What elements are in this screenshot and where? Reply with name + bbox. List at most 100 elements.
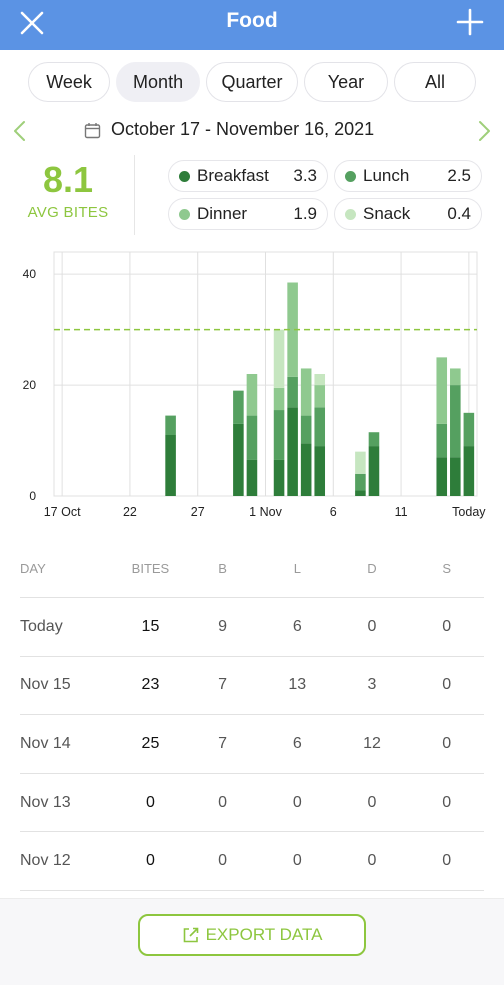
cell-lunch: 0 — [292, 793, 302, 811]
breakfast-dot — [179, 170, 190, 182]
date-range: October 17 - November 16, 2021 — [0, 116, 504, 146]
bar-breakfast — [300, 443, 312, 496]
legend-value: 3.3 — [293, 166, 317, 185]
period-quarter-button[interactable]: Quarter — [206, 62, 298, 102]
chevron-left-icon[interactable] — [10, 119, 30, 143]
cell-dinner: 3 — [367, 676, 377, 694]
legend-breakfast: Breakfast 3.3 — [168, 160, 328, 192]
x-tick-label: 11 — [395, 505, 408, 519]
cell-breakfast: 0 — [218, 852, 228, 870]
table-row[interactable]: Nov 15 23 7 13 3 0 — [20, 657, 484, 716]
daily-table: DAY BITES B L D S Today 15 9 6 0 0 Nov 1… — [20, 540, 484, 891]
bar-dinner — [436, 357, 448, 424]
bar-snack — [355, 451, 366, 474]
table-row[interactable]: Nov 13 0 0 0 0 0 — [20, 774, 484, 833]
x-tick-label: 6 — [330, 505, 337, 519]
average-summary: 8.1 AVG BITES — [14, 159, 122, 222]
bar-breakfast — [233, 423, 244, 496]
export-data-button[interactable]: EXPORT DATA — [138, 914, 366, 956]
cell-breakfast: 7 — [218, 734, 228, 752]
cell-breakfast: 0 — [218, 793, 228, 811]
bar-breakfast — [165, 435, 176, 496]
nav-bar: Food — [0, 0, 504, 50]
close-icon[interactable] — [18, 9, 46, 37]
cell-snack: 0 — [442, 852, 452, 870]
legend-value: 0.4 — [447, 204, 471, 223]
bar-lunch — [368, 432, 380, 447]
legend-name: Breakfast — [197, 166, 269, 185]
period-week-button[interactable]: Week — [28, 62, 111, 102]
bar-lunch — [165, 415, 176, 435]
cell-breakfast: 7 — [218, 676, 228, 694]
period-year-button[interactable]: Year — [303, 62, 388, 102]
dinner-dot — [179, 208, 190, 220]
legend-name: Lunch — [363, 166, 410, 185]
snack-dot — [345, 208, 356, 220]
bar-breakfast — [246, 459, 258, 496]
cell-bites: 0 — [145, 793, 155, 811]
table-row[interactable]: Nov 12 0 0 0 0 0 — [20, 832, 484, 891]
legend-lunch: Lunch 2.5 — [334, 160, 482, 192]
bar-lunch — [300, 415, 312, 444]
cell-snack: 0 — [442, 793, 452, 811]
bar-lunch — [463, 412, 475, 447]
table-row[interactable]: Nov 14 25 7 6 12 0 — [20, 715, 484, 774]
header-day: DAY — [20, 561, 46, 576]
y-tick-label: 40 — [23, 267, 37, 281]
bar-breakfast — [368, 446, 380, 496]
x-tick-label: 27 — [191, 505, 205, 519]
cell-lunch: 6 — [292, 617, 302, 635]
divider — [134, 155, 135, 235]
cell-breakfast: 9 — [218, 617, 228, 635]
header-snack: S — [442, 561, 451, 576]
bar-lunch — [450, 385, 461, 458]
legend-value: 2.5 — [447, 166, 471, 185]
bar-lunch — [314, 407, 326, 447]
cell-day: Nov 15 — [20, 676, 71, 694]
y-tick-label: 20 — [23, 378, 37, 392]
header-bites: BITES — [131, 561, 170, 576]
period-selector: Week Month Quarter Year All — [28, 62, 476, 102]
bar-breakfast — [450, 457, 461, 496]
cell-lunch: 0 — [292, 852, 302, 870]
cell-dinner: 0 — [367, 617, 377, 635]
x-tick-label: 1 Nov — [249, 505, 282, 519]
date-range-text[interactable]: October 17 - November 16, 2021 — [111, 119, 375, 139]
legend-snack: Snack 0.4 — [334, 198, 482, 230]
bar-lunch — [287, 376, 298, 408]
bar-lunch — [233, 390, 244, 424]
bar-dinner — [300, 368, 312, 416]
cell-lunch: 13 — [288, 676, 307, 694]
header-lunch: L — [293, 561, 301, 576]
cell-day: Nov 13 — [20, 793, 71, 811]
bar-dinner — [450, 368, 461, 386]
table-row[interactable]: Today 15 9 6 0 0 — [20, 598, 484, 657]
bar-snack — [314, 374, 326, 386]
average-label: AVG BITES — [27, 204, 109, 221]
cell-day: Nov 12 — [20, 852, 71, 870]
period-all-button[interactable]: All — [393, 62, 476, 102]
x-tick-label: Today — [452, 505, 486, 519]
footer: EXPORT DATA — [0, 898, 504, 985]
cell-dinner: 0 — [367, 793, 377, 811]
average-value: 8.1 — [42, 159, 94, 200]
table-header: DAY BITES B L D S — [20, 540, 484, 598]
cell-bites: 15 — [141, 617, 160, 635]
period-month-button[interactable]: Month — [116, 62, 201, 102]
chevron-right-icon[interactable] — [474, 119, 494, 143]
legend-value: 1.9 — [293, 204, 317, 223]
bar-lunch — [246, 415, 258, 460]
x-tick-label: 17 Oct — [44, 505, 81, 519]
bar-snack — [273, 329, 285, 388]
plus-icon[interactable] — [456, 8, 484, 36]
bar-lunch — [436, 423, 448, 458]
cell-day: Today — [20, 617, 63, 635]
bar-breakfast — [287, 407, 298, 496]
header-dinner: D — [367, 561, 377, 576]
cell-dinner: 12 — [363, 734, 381, 752]
bar-breakfast — [314, 446, 326, 496]
bar-breakfast — [355, 490, 366, 496]
bar-breakfast — [273, 459, 285, 496]
y-tick-label: 0 — [29, 489, 36, 503]
cell-snack: 0 — [442, 734, 452, 752]
